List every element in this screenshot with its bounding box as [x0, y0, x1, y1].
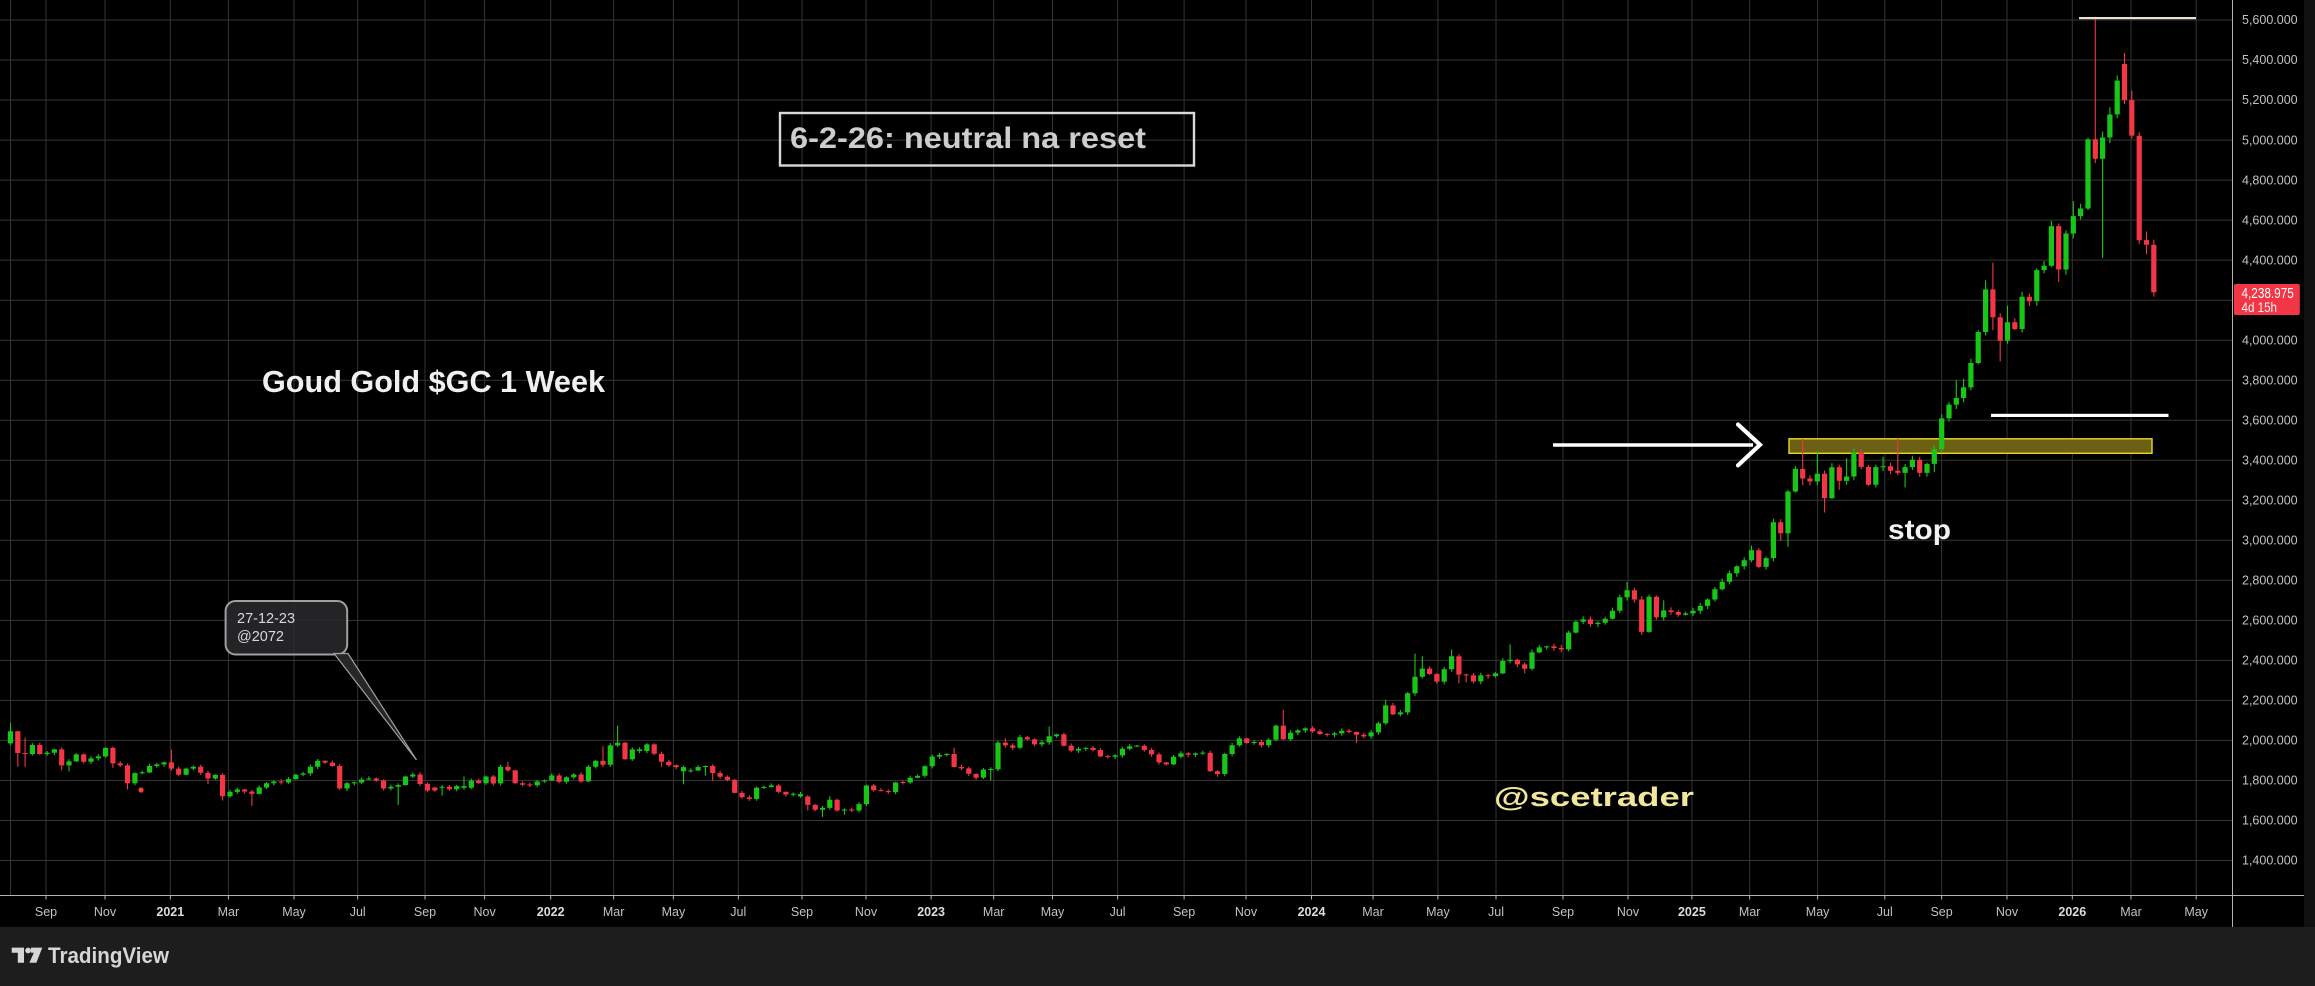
- svg-text:May: May: [2184, 905, 2208, 919]
- svg-text:Sep: Sep: [1552, 905, 1574, 919]
- svg-text:Mar: Mar: [218, 905, 240, 919]
- svg-text:May: May: [1426, 905, 1450, 919]
- svg-text:5,200.000: 5,200.000: [2242, 93, 2298, 107]
- svg-text:4,400.000: 4,400.000: [2242, 253, 2298, 267]
- svg-text:2,600.000: 2,600.000: [2242, 614, 2298, 628]
- svg-text:5,000.000: 5,000.000: [2242, 133, 2298, 147]
- svg-text:Jul: Jul: [1488, 905, 1504, 919]
- svg-text:Sep: Sep: [414, 905, 436, 919]
- svg-text:4,600.000: 4,600.000: [2242, 213, 2298, 227]
- svg-text:Nov: Nov: [473, 905, 496, 919]
- svg-text:Jul: Jul: [350, 905, 366, 919]
- svg-text:27-12-23: 27-12-23: [237, 611, 295, 627]
- svg-text:2023: 2023: [917, 905, 945, 919]
- svg-text:May: May: [662, 905, 686, 919]
- svg-text:May: May: [1806, 905, 1830, 919]
- svg-text:stop: stop: [1888, 514, 1951, 545]
- svg-text:@scetrader: @scetrader: [1494, 782, 1695, 812]
- svg-text:May: May: [1041, 905, 1065, 919]
- svg-text:3,000.000: 3,000.000: [2242, 534, 2298, 548]
- svg-text:Mar: Mar: [603, 905, 625, 919]
- svg-text:Jul: Jul: [730, 905, 746, 919]
- svg-text:@2072: @2072: [237, 629, 284, 645]
- svg-text:5,400.000: 5,400.000: [2242, 53, 2298, 67]
- svg-text:1,800.000: 1,800.000: [2242, 774, 2298, 788]
- svg-text:1,400.000: 1,400.000: [2242, 854, 2298, 868]
- svg-text:Nov: Nov: [855, 905, 878, 919]
- svg-text:Sep: Sep: [1173, 905, 1195, 919]
- svg-text:2,200.000: 2,200.000: [2242, 694, 2298, 708]
- svg-text:Mar: Mar: [1739, 905, 1761, 919]
- svg-text:May: May: [282, 905, 306, 919]
- svg-text:Jul: Jul: [1110, 905, 1126, 919]
- svg-text:Sep: Sep: [1930, 905, 1952, 919]
- svg-text:TradingView: TradingView: [48, 943, 170, 968]
- svg-text:2025: 2025: [1678, 905, 1706, 919]
- svg-text:Jul: Jul: [1877, 905, 1893, 919]
- svg-text:3,400.000: 3,400.000: [2242, 454, 2298, 468]
- svg-text:4d 15h: 4d 15h: [2242, 300, 2278, 315]
- svg-text:3,600.000: 3,600.000: [2242, 413, 2298, 427]
- svg-text:Nov: Nov: [94, 905, 117, 919]
- svg-text:Nov: Nov: [1996, 905, 2019, 919]
- svg-text:Goud Gold $GC 1 Week: Goud Gold $GC 1 Week: [262, 364, 606, 399]
- svg-text:2021: 2021: [156, 905, 184, 919]
- svg-text:6-2-26: neutral na reset: 6-2-26: neutral na reset: [790, 122, 1146, 155]
- svg-text:4,238.975: 4,238.975: [2242, 286, 2294, 302]
- svg-text:4,000.000: 4,000.000: [2242, 333, 2298, 347]
- svg-text:2026: 2026: [2058, 905, 2086, 919]
- svg-text:3,200.000: 3,200.000: [2242, 494, 2298, 508]
- svg-text:Nov: Nov: [1235, 905, 1258, 919]
- svg-text:Nov: Nov: [1617, 905, 1640, 919]
- svg-text:Mar: Mar: [1362, 905, 1384, 919]
- svg-text:1,600.000: 1,600.000: [2242, 814, 2298, 828]
- svg-text:4,800.000: 4,800.000: [2242, 173, 2298, 187]
- svg-text:Mar: Mar: [2120, 905, 2142, 919]
- svg-text:5,600.000: 5,600.000: [2242, 13, 2298, 27]
- svg-text:2,800.000: 2,800.000: [2242, 574, 2298, 588]
- svg-text:2024: 2024: [1298, 905, 1326, 919]
- svg-text:2,400.000: 2,400.000: [2242, 654, 2298, 668]
- svg-text:Mar: Mar: [983, 905, 1005, 919]
- svg-text:2022: 2022: [537, 905, 565, 919]
- svg-text:Sep: Sep: [35, 905, 57, 919]
- svg-text:2,000.000: 2,000.000: [2242, 734, 2298, 748]
- svg-text:3,800.000: 3,800.000: [2242, 373, 2298, 387]
- svg-text:Sep: Sep: [791, 905, 813, 919]
